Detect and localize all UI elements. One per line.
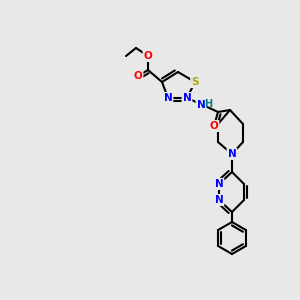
Text: N: N (196, 100, 206, 110)
Text: N: N (228, 149, 236, 159)
Text: N: N (214, 179, 224, 189)
Text: N: N (214, 195, 224, 205)
Text: N: N (164, 93, 172, 103)
Text: O: O (210, 121, 218, 131)
Text: O: O (144, 51, 152, 61)
Text: N: N (183, 93, 191, 103)
Text: H: H (204, 99, 212, 109)
Text: S: S (191, 77, 199, 87)
Text: O: O (134, 71, 142, 81)
